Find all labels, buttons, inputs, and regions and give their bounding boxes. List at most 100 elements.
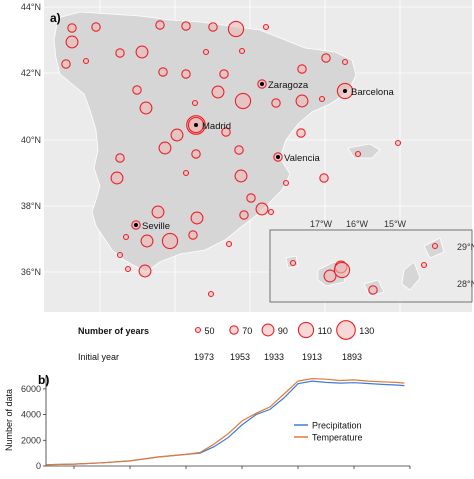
station-bubble xyxy=(110,171,124,185)
spain-mainland xyxy=(53,11,357,273)
station-bubbles xyxy=(61,20,439,298)
station-bubble xyxy=(420,261,428,269)
svg-text:38°N: 38°N xyxy=(21,201,41,211)
legend-initial-year: 1913 xyxy=(302,352,322,362)
station-bubble xyxy=(267,208,275,216)
legend-initial-year: 1973 xyxy=(194,352,214,362)
line-series xyxy=(45,377,405,466)
station-bubble xyxy=(115,48,125,58)
station-bubble xyxy=(188,230,198,240)
legend-entry: Temperature xyxy=(312,433,363,443)
svg-text:36°N: 36°N xyxy=(21,267,41,277)
svg-text:15°W: 15°W xyxy=(384,219,407,229)
station-bubble xyxy=(82,57,90,65)
station-bubble xyxy=(234,92,252,110)
legend-bubble xyxy=(261,323,275,337)
station-bubble xyxy=(158,141,172,155)
legend-bubble xyxy=(336,320,356,340)
station-bubble xyxy=(139,101,153,115)
station-bubble xyxy=(238,47,246,55)
station-bubble xyxy=(239,210,249,220)
station-bubble xyxy=(225,240,233,248)
station-bubble xyxy=(155,20,165,30)
legend-initial-year: 1893 xyxy=(342,352,362,362)
station-bubble xyxy=(354,150,362,158)
legend-years-label: 130 xyxy=(359,326,374,336)
legend-bubble xyxy=(229,325,239,335)
station-bubble xyxy=(202,48,210,56)
legend-years-label: 110 xyxy=(318,326,332,336)
station-bubble xyxy=(296,128,306,138)
city-dot xyxy=(260,82,264,86)
station-bubble xyxy=(262,23,270,31)
svg-text:28°N: 28°N xyxy=(457,279,474,289)
lat-ticks: 44°N 42°N 40°N 38°N 36°N xyxy=(21,2,41,277)
station-bubble xyxy=(208,22,218,32)
svg-text:16°W: 16°W xyxy=(346,219,369,229)
y-tick-label: 4000 xyxy=(21,410,41,420)
city-label: Zaragoza xyxy=(268,80,309,91)
panel-a-label: a) xyxy=(50,11,61,25)
station-bubble xyxy=(190,211,204,225)
station-bubble xyxy=(170,128,184,142)
station-bubble xyxy=(319,173,329,183)
y-tick-label: 2000 xyxy=(21,435,41,445)
legend-bubble xyxy=(297,321,315,339)
legend-title: Number of years xyxy=(78,326,149,336)
line-legend: Precipitation Temperature xyxy=(294,421,363,443)
legend-years-label: 90 xyxy=(278,326,288,336)
y-axis-label: Number of data xyxy=(4,389,14,451)
legend-entry: Precipitation xyxy=(312,421,362,431)
station-bubble xyxy=(394,139,402,147)
station-bubble xyxy=(289,259,297,267)
series-line-temperature xyxy=(45,377,405,466)
station-bubble xyxy=(333,261,351,279)
station-bubble xyxy=(321,53,331,63)
station-bubble xyxy=(219,69,229,79)
city-dot xyxy=(134,223,138,227)
station-bubble xyxy=(295,94,309,108)
station-bubble xyxy=(65,35,79,49)
station-bubble xyxy=(161,232,179,250)
legend-years-label: 50 xyxy=(205,326,215,336)
station-bubble xyxy=(282,179,290,187)
station-bubble xyxy=(122,233,130,241)
svg-text:17°W: 17°W xyxy=(310,219,333,229)
station-bubble xyxy=(191,149,201,159)
station-bubble xyxy=(181,21,191,31)
station-bubble xyxy=(181,69,191,79)
station-bubble xyxy=(135,45,149,59)
station-bubble xyxy=(158,67,168,77)
legend-bubble xyxy=(194,326,202,334)
station-bubble xyxy=(255,202,269,216)
city-label: Seville xyxy=(142,221,170,232)
station-bubble xyxy=(323,269,337,283)
y-tick-label: 0 xyxy=(36,461,41,471)
station-bubble xyxy=(124,265,132,273)
station-bubble xyxy=(211,85,225,99)
svg-text:40°N: 40°N xyxy=(21,135,41,145)
y-axis-ticks: 0 2000 4000 6000 xyxy=(21,384,46,471)
station-bubble xyxy=(132,85,142,95)
panel-b-label: b) xyxy=(38,373,49,387)
station-bubble xyxy=(297,64,307,74)
legend-initial-year: 1933 xyxy=(264,352,284,362)
svg-text:42°N: 42°N xyxy=(21,68,41,78)
station-bubble xyxy=(151,205,165,219)
inset-lon-ticks: 17°W 16°W 15°W xyxy=(310,219,407,229)
city-dot xyxy=(194,123,198,127)
city-dot xyxy=(343,89,347,93)
station-bubble xyxy=(318,95,326,103)
station-bubble xyxy=(116,251,124,259)
station-bubble xyxy=(221,127,231,137)
station-bubble xyxy=(138,264,152,278)
city-label: Madrid xyxy=(202,121,231,132)
station-bubble xyxy=(234,169,248,183)
station-bubble xyxy=(271,98,281,108)
city-label: Valencia xyxy=(284,153,320,164)
station-bubble xyxy=(207,290,215,298)
station-bubble xyxy=(341,58,349,66)
station-bubble xyxy=(234,145,244,155)
station-bubble xyxy=(182,169,190,177)
